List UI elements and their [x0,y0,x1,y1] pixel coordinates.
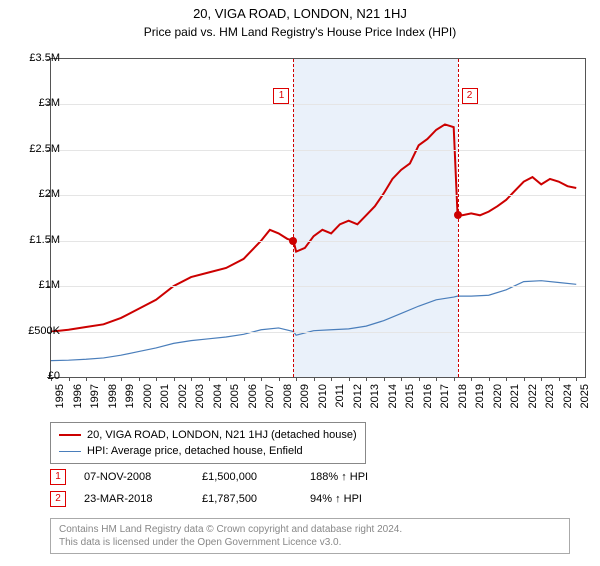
x-axis-label: 2018 [457,384,469,414]
footer-line: Contains HM Land Registry data © Crown c… [59,523,561,536]
chart-title: 20, VIGA ROAD, LONDON, N21 1HJ [0,6,600,21]
y-axis-label: £500K [14,325,60,337]
x-axis-label: 1998 [107,384,119,414]
x-axis-label: 1999 [124,384,136,414]
x-axis-label: 2025 [579,384,591,414]
transaction-dot [289,237,297,245]
x-axis-label: 2011 [334,384,346,414]
x-axis-label: 2019 [474,384,486,414]
legend-swatch [59,434,81,436]
y-axis-label: £2M [14,188,60,200]
gridline [51,286,585,287]
table-row: 2 23-MAR-2018 £1,787,500 94% ↑ HPI [50,488,400,510]
tx-price: £1,500,000 [202,471,292,483]
event-marker: 1 [273,88,289,104]
x-axis-label: 2000 [142,384,154,414]
x-axis-label: 2017 [439,384,451,414]
x-axis-label: 2023 [544,384,556,414]
x-axis-label: 2016 [422,384,434,414]
transactions-table: 1 07-NOV-2008 £1,500,000 188% ↑ HPI 2 23… [50,466,400,510]
tx-marker: 1 [50,469,66,485]
x-axis-label: 2022 [527,384,539,414]
tx-hpi: 94% ↑ HPI [310,493,400,505]
table-row: 1 07-NOV-2008 £1,500,000 188% ↑ HPI [50,466,400,488]
x-axis-label: 2020 [492,384,504,414]
x-axis-label: 2014 [387,384,399,414]
y-axis-label: £2.5M [14,143,60,155]
event-vline [293,59,294,377]
y-axis-label: £1.5M [14,234,60,246]
footer-attribution: Contains HM Land Registry data © Crown c… [50,518,570,554]
x-axis-label: 2024 [562,384,574,414]
legend-label: 20, VIGA ROAD, LONDON, N21 1HJ (detached… [87,427,357,443]
gridline [51,104,585,105]
chart-subtitle: Price paid vs. HM Land Registry's House … [0,25,600,39]
tx-date: 07-NOV-2008 [84,471,184,483]
x-axis-label: 2002 [177,384,189,414]
event-marker: 2 [462,88,478,104]
x-axis-label: 1996 [72,384,84,414]
footer-line: This data is licensed under the Open Gov… [59,536,561,549]
y-axis-label: £3.5M [14,52,60,64]
transaction-dot [454,211,462,219]
x-axis-label: 2013 [369,384,381,414]
tx-marker: 2 [50,491,66,507]
x-axis-label: 2001 [159,384,171,414]
y-axis-label: £0 [14,370,60,382]
x-axis-label: 2015 [404,384,416,414]
gridline [51,241,585,242]
x-axis-label: 2009 [299,384,311,414]
legend: 20, VIGA ROAD, LONDON, N21 1HJ (detached… [50,422,366,464]
gridline [51,195,585,196]
legend-swatch [59,451,81,452]
x-axis-label: 2007 [264,384,276,414]
line-series-layer [51,59,585,377]
plot-area: 12 [50,58,586,378]
gridline [51,150,585,151]
y-axis-label: £1M [14,279,60,291]
x-axis-label: 2004 [212,384,224,414]
x-axis-label: 2021 [509,384,521,414]
legend-item: HPI: Average price, detached house, Enfi… [59,443,357,459]
legend-label: HPI: Average price, detached house, Enfi… [87,443,303,459]
x-axis-label: 2008 [282,384,294,414]
x-axis-label: 1995 [54,384,66,414]
series-line-hpi [51,281,576,361]
x-axis-label: 2006 [247,384,259,414]
x-axis-label: 2005 [229,384,241,414]
x-axis-label: 2012 [352,384,364,414]
legend-item: 20, VIGA ROAD, LONDON, N21 1HJ (detached… [59,427,357,443]
x-axis-label: 1997 [89,384,101,414]
tx-date: 23-MAR-2018 [84,493,184,505]
series-line-property [51,124,576,331]
y-axis-label: £3M [14,97,60,109]
x-axis-label: 2003 [194,384,206,414]
tx-price: £1,787,500 [202,493,292,505]
tx-hpi: 188% ↑ HPI [310,471,400,483]
gridline [51,332,585,333]
chart-container: 20, VIGA ROAD, LONDON, N21 1HJ Price pai… [0,6,600,566]
x-axis-label: 2010 [317,384,329,414]
